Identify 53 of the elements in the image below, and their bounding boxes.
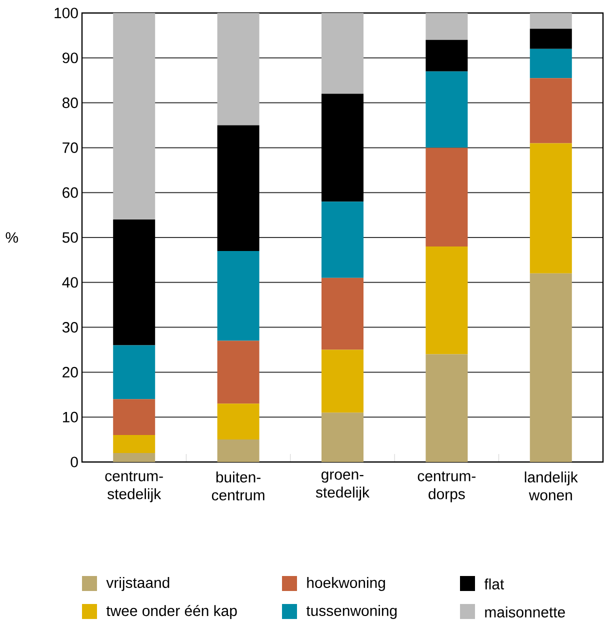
y-tick-label: 90 xyxy=(62,52,78,64)
bar xyxy=(321,202,364,278)
bar xyxy=(321,12,364,94)
bar xyxy=(217,340,260,404)
bar xyxy=(426,354,468,462)
bar xyxy=(217,12,260,126)
bar xyxy=(321,94,364,202)
x-tick-label: centrum- dorps xyxy=(418,472,476,502)
bar xyxy=(113,12,156,220)
bar xyxy=(426,40,468,72)
bar xyxy=(530,12,572,29)
y-tick-label: 60 xyxy=(62,187,78,198)
y-tick-label: 10 xyxy=(63,412,78,422)
y-tick-label: 100 xyxy=(54,8,78,18)
bar xyxy=(426,246,468,354)
bar xyxy=(530,48,572,78)
bar xyxy=(530,143,572,274)
bar xyxy=(426,71,468,148)
y-tick-label: 70 xyxy=(62,142,78,153)
legend-label: hoekwoning xyxy=(307,577,385,591)
x-tick-label: buiten- centrum xyxy=(212,472,264,500)
bar xyxy=(530,273,572,462)
x-tick-label: groen- stedelijk xyxy=(316,472,370,501)
bar xyxy=(321,350,364,413)
legend-label: maisonnette xyxy=(485,606,565,618)
x-tick-label: centrum- stedelijk xyxy=(105,472,163,502)
bar xyxy=(426,148,468,246)
bar xyxy=(217,440,260,462)
legend-label: vrijstaand xyxy=(106,577,170,591)
bar xyxy=(426,12,468,40)
bar xyxy=(530,78,572,144)
bar xyxy=(217,250,260,341)
legend-label: twee onder één kap xyxy=(106,604,237,620)
legend-label: tussenwoning xyxy=(306,605,397,619)
bar xyxy=(217,404,260,440)
y-tick-label: 20 xyxy=(62,366,78,378)
y-axis-title: % xyxy=(6,232,18,243)
x-tick-label: landelijk wonen xyxy=(524,472,578,500)
bar xyxy=(530,28,572,49)
bar xyxy=(217,125,260,251)
bar xyxy=(321,278,364,350)
bar xyxy=(321,412,364,462)
bar xyxy=(113,453,156,462)
y-tick-label: 80 xyxy=(62,98,78,108)
bar xyxy=(113,399,156,436)
y-tick-label: 30 xyxy=(62,322,78,333)
bar xyxy=(113,220,156,346)
bar xyxy=(113,435,156,454)
y-tick-label: 50 xyxy=(62,232,78,243)
legend-label: flat xyxy=(484,578,504,590)
y-tick-label: 40 xyxy=(62,277,78,288)
bar xyxy=(113,345,156,400)
y-tick-label: 0 xyxy=(70,456,78,468)
